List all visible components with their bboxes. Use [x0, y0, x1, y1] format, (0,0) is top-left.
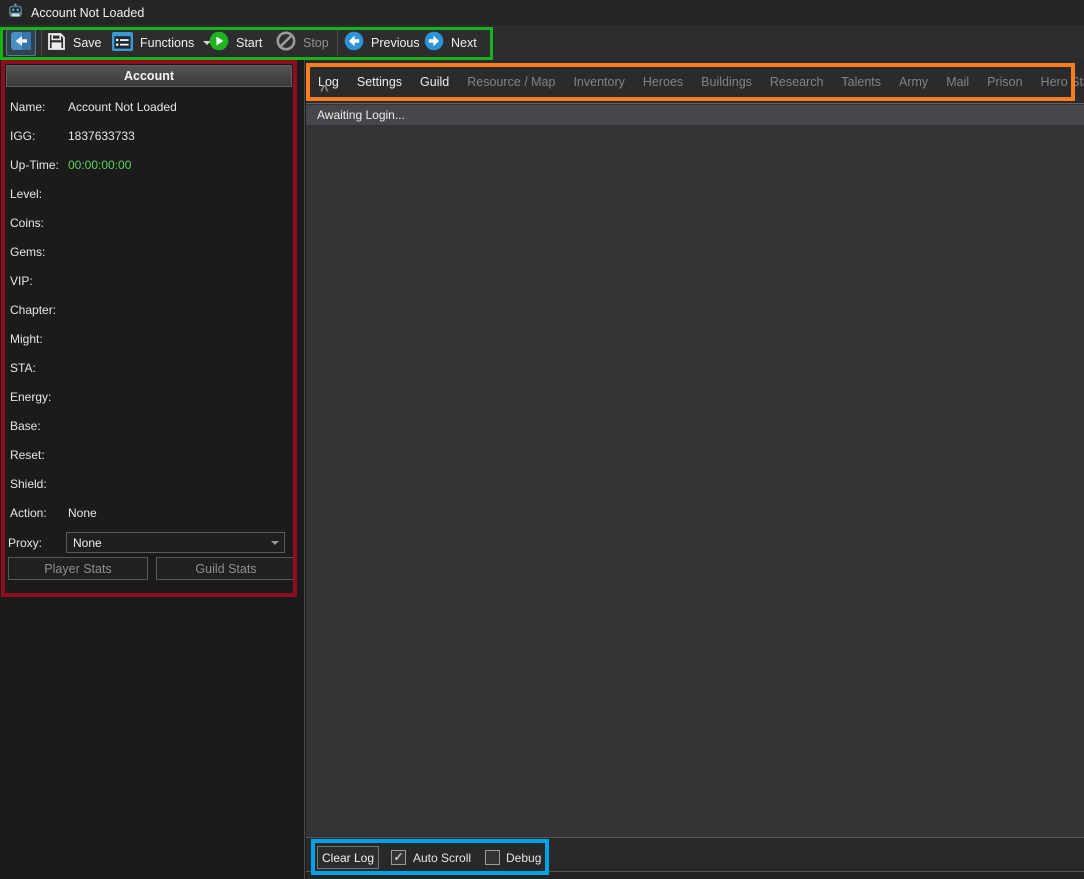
tab-heroes[interactable]: Heroes — [642, 74, 684, 89]
title-bar: Account Not Loaded — [0, 0, 1084, 25]
account-field-uptime: Up-Time: 00:00:00:00 — [10, 157, 132, 172]
active-tab-caret-icon: ^ — [320, 82, 329, 99]
functions-dropdown-button[interactable]: Functions — [112, 29, 212, 56]
tab-resource-map[interactable]: Resource / Map — [467, 74, 556, 89]
debug-label: Debug — [506, 851, 542, 865]
window-title: Account Not Loaded — [31, 5, 145, 20]
tab-talents[interactable]: Talents — [841, 74, 882, 89]
log-line: Awaiting Login... — [306, 105, 1084, 125]
account-field-name: Name: Account Not Loaded — [10, 99, 177, 114]
tab-buildings[interactable]: Buildings — [701, 74, 752, 89]
main-area: Log Settings Guild Resource / Map Invent… — [306, 60, 1084, 879]
player-stats-button[interactable]: Player Stats — [8, 557, 148, 580]
next-button[interactable]: Next — [424, 29, 477, 56]
account-field-shield: Shield: — [10, 476, 47, 491]
log-panel[interactable]: Awaiting Login... — [306, 103, 1084, 837]
toolbar: Save Functions Start — [0, 25, 1084, 60]
account-panel: Account Name: Account Not Loaded IGG: 18… — [0, 60, 305, 879]
proxy-select[interactable]: None — [66, 532, 285, 553]
tab-strip: Log Settings Guild Resource / Map Invent… — [306, 60, 1084, 103]
tab-mail[interactable]: Mail — [946, 74, 970, 89]
auto-scroll-checkbox[interactable] — [391, 850, 406, 865]
account-field-vip: VIP: — [10, 273, 33, 288]
robot-app-icon — [7, 3, 24, 23]
tab-log[interactable]: Log — [318, 74, 339, 89]
account-field-igg: IGG: 1837633733 — [10, 128, 135, 143]
account-field-chapter: Chapter: — [10, 302, 57, 317]
account-field-gems: Gems: — [10, 244, 46, 259]
save-icon — [47, 32, 66, 54]
start-play-icon — [209, 31, 229, 54]
account-field-action: Action: None — [10, 505, 97, 520]
toolbar-separator — [337, 30, 338, 55]
tab-settings[interactable]: Settings — [356, 74, 403, 89]
tab-guild[interactable]: Guild — [420, 74, 450, 89]
combo-caret-icon — [271, 541, 279, 545]
tab-inventory[interactable]: Inventory — [573, 74, 625, 89]
tab-prison[interactable]: Prison — [987, 74, 1023, 89]
dropdown-caret-icon — [203, 40, 212, 45]
uptime-value: 00:00:00:00 — [68, 157, 132, 172]
guild-stats-button[interactable]: Guild Stats — [156, 557, 296, 580]
tab-hero-stages[interactable]: Hero Stages — [1040, 74, 1084, 89]
proxy-row: Proxy: None — [0, 530, 296, 559]
account-field-might: Might: — [10, 331, 43, 346]
log-controls-bar: Clear Log Auto Scroll Debug — [306, 837, 1084, 871]
previous-arrow-icon — [344, 31, 364, 54]
collapse-panel-button[interactable] — [6, 28, 36, 56]
functions-list-icon — [112, 31, 133, 54]
tab-army[interactable]: Army — [899, 74, 929, 89]
account-field-level: Level: — [10, 186, 43, 201]
previous-button[interactable]: Previous — [344, 29, 420, 56]
account-panel-title: Account — [6, 65, 292, 87]
account-field-coins: Coins: — [10, 215, 45, 230]
toolbar-separator — [41, 30, 42, 55]
account-field-base: Base: — [10, 418, 41, 433]
tab-research[interactable]: Research — [769, 74, 824, 89]
clear-log-button[interactable]: Clear Log — [317, 846, 379, 869]
panel-collapse-left-icon — [11, 31, 31, 53]
account-field-sta: STA: — [10, 360, 36, 375]
debug-checkbox[interactable] — [485, 850, 500, 865]
account-field-reset: Reset: — [10, 447, 45, 462]
account-field-energy: Energy: — [10, 389, 52, 404]
stop-button[interactable]: Stop — [276, 29, 329, 56]
next-arrow-icon — [424, 31, 444, 54]
start-button[interactable]: Start — [209, 29, 262, 56]
stop-slash-icon — [276, 31, 296, 54]
bottom-strip — [306, 871, 1084, 879]
auto-scroll-label: Auto Scroll — [413, 851, 472, 865]
save-button[interactable]: Save — [47, 29, 102, 56]
